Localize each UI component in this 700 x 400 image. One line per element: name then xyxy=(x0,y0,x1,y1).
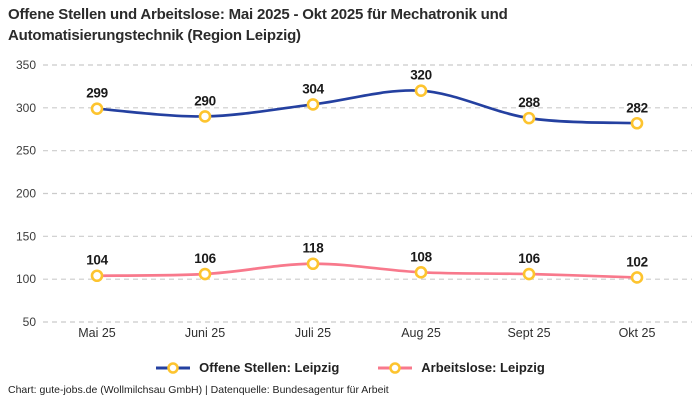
data-point-marker[interactable] xyxy=(522,267,536,281)
data-point-label: 118 xyxy=(303,241,325,256)
y-axis-tick-label: 150 xyxy=(16,229,36,243)
series-0: 299 290 304 320 288 282 xyxy=(86,68,648,130)
y-axis-tick-label: 100 xyxy=(16,272,36,286)
legend-label-arbeitslose: Arbeitslose: Leipzig xyxy=(421,360,545,375)
data-point-label: 106 xyxy=(518,251,540,266)
legend: Offene Stellen: Leipzig Arbeitslose: Lei… xyxy=(0,360,700,375)
data-point-marker[interactable] xyxy=(630,116,644,130)
legend-line-marker-icon xyxy=(156,361,191,374)
data-point-marker[interactable] xyxy=(198,110,212,123)
data-point-label: 104 xyxy=(86,253,108,268)
legend-label-offene-stellen: Offene Stellen: Leipzig xyxy=(199,360,340,375)
x-axis-tick-label: Okt 25 xyxy=(619,326,656,340)
data-point-label: 108 xyxy=(410,249,432,264)
data-point-marker[interactable] xyxy=(630,271,644,284)
y-axis-tick-label: 350 xyxy=(16,58,36,72)
y-axis-tick-label: 300 xyxy=(16,101,36,115)
data-point-marker[interactable] xyxy=(90,269,104,283)
data-point-label: 288 xyxy=(518,95,540,110)
data-point-marker[interactable] xyxy=(90,102,104,115)
data-point-marker[interactable] xyxy=(414,266,428,279)
y-axis-tick-label: 200 xyxy=(16,187,36,201)
data-point-marker[interactable] xyxy=(522,111,536,125)
chart-title-line2: Automatisierungstechnik (Region Leipzig) xyxy=(8,27,301,44)
data-point-label: 304 xyxy=(302,81,324,96)
x-axis-tick-label: Mai 25 xyxy=(78,326,116,340)
legend-item-offene-stellen[interactable]: Offene Stellen: Leipzig xyxy=(155,360,339,375)
x-axis-tick-label: Sept 25 xyxy=(507,326,550,340)
data-point-label: 320 xyxy=(410,68,432,83)
chart-title-line1: Offene Stellen und Arbeitslose: Mai 2025… xyxy=(8,6,508,23)
data-point-marker[interactable] xyxy=(414,84,428,97)
data-point-marker[interactable] xyxy=(198,267,212,281)
x-axis-labels: Mai 25 Juni 25 Juli 25 Aug 25 Sept 25 Okt 25 xyxy=(78,326,655,340)
series-1: 104 106 118 108 106 102 xyxy=(86,241,648,284)
data-point-label: 106 xyxy=(194,251,216,266)
x-axis-tick-label: Juni 25 xyxy=(185,326,225,340)
data-point-marker[interactable] xyxy=(306,257,320,271)
y-axis-tick-label: 50 xyxy=(23,315,37,329)
data-point-label: 282 xyxy=(626,100,648,115)
data-point-marker[interactable] xyxy=(306,98,320,111)
attribution-text: Chart: gute-jobs.de (Wollmilchsau GmbH) … xyxy=(8,384,389,396)
data-point-label: 290 xyxy=(194,93,216,108)
x-axis-tick-label: Juli 25 xyxy=(295,326,331,340)
data-point-label: 299 xyxy=(86,86,108,101)
chart-title: Offene Stellen und Arbeitslose: Mai 2025… xyxy=(8,4,508,46)
data-point-label: 102 xyxy=(626,254,648,269)
y-axis-tick-label: 250 xyxy=(16,144,36,158)
legend-line-marker-icon xyxy=(378,361,413,374)
legend-item-arbeitslose[interactable]: Arbeitslose: Leipzig xyxy=(377,360,545,375)
x-axis-tick-label: Aug 25 xyxy=(401,326,441,340)
gridlines: 350 300 250 200 150 100 50 xyxy=(16,58,692,329)
